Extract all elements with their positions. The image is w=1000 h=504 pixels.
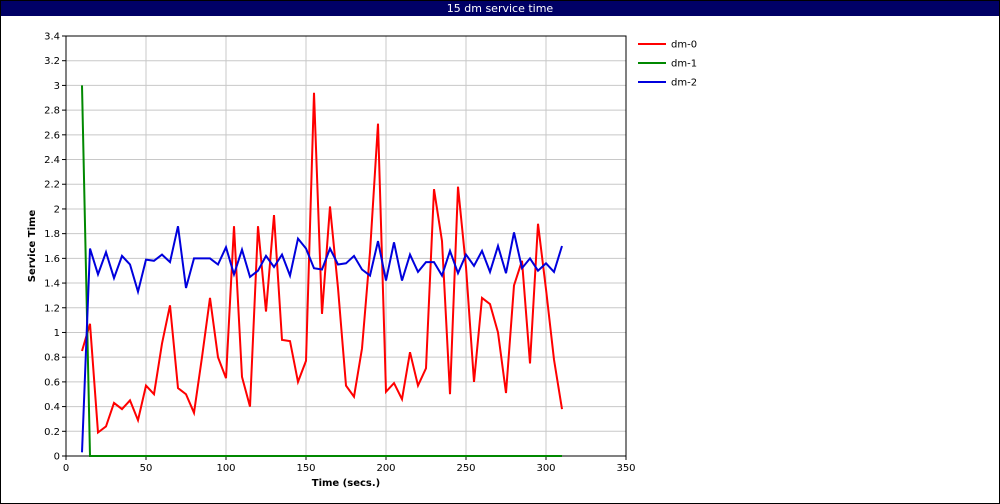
series-line-dm-2: [81, 225, 563, 453]
y-tick-label: 1.6: [44, 254, 60, 265]
y-tick-label: 0: [54, 452, 60, 463]
series-lines: [81, 85, 563, 457]
y-tick-label: 0.4: [44, 402, 60, 413]
x-tick-label: 250: [456, 463, 475, 474]
y-tick-label: 3: [54, 81, 60, 92]
x-tick-label: 200: [376, 463, 395, 474]
legend-label-dm-0: dm-0: [671, 40, 697, 51]
y-tick-label: 2.2: [44, 180, 60, 191]
y-tick-label: 3.4: [44, 32, 60, 43]
y-tick-label: 1.8: [44, 229, 60, 240]
x-axis-title: Time (secs.): [312, 478, 381, 489]
y-tick-label: 3.2: [44, 56, 60, 67]
legend-label-dm-1: dm-1: [671, 59, 697, 70]
grid: [65, 35, 627, 457]
x-tick-label: 0: [63, 463, 69, 474]
y-axis-title: Service Time: [27, 210, 38, 283]
x-tick-label: 350: [616, 463, 635, 474]
x-tick-label: 150: [296, 463, 315, 474]
y-tick-label: 2: [54, 204, 60, 215]
y-tick-label: 0.8: [44, 353, 60, 364]
y-tick-label: 2.4: [44, 155, 60, 166]
plot-area: [65, 35, 627, 457]
series-line-dm-1: [81, 85, 562, 457]
chart-title: 15 dm service time: [1, 1, 999, 16]
y-tick-label: 0.2: [44, 427, 60, 438]
y-tick-label: 1.2: [44, 303, 60, 314]
y-tick-label: 1.4: [44, 279, 60, 290]
y-tick-label: 2.6: [44, 130, 60, 141]
x-tick-label: 100: [216, 463, 235, 474]
legend: dm-0 dm-1 dm-2: [638, 40, 697, 89]
axes: 0 0.2 0.4 0.6 0.8 1 1.2 1.4 1.6 1.8 2 2.2 2.4 2.6 2.8 3…: [44, 32, 635, 475]
y-tick-label: 1: [54, 328, 60, 339]
legend-label-dm-2: dm-2: [671, 78, 697, 89]
y-tick-label: 0.6: [44, 377, 60, 388]
x-tick-label: 300: [536, 463, 555, 474]
y-tick-label: 2.8: [44, 106, 60, 117]
x-tick-label: 50: [140, 463, 153, 474]
series-line-dm-0: [81, 92, 563, 435]
